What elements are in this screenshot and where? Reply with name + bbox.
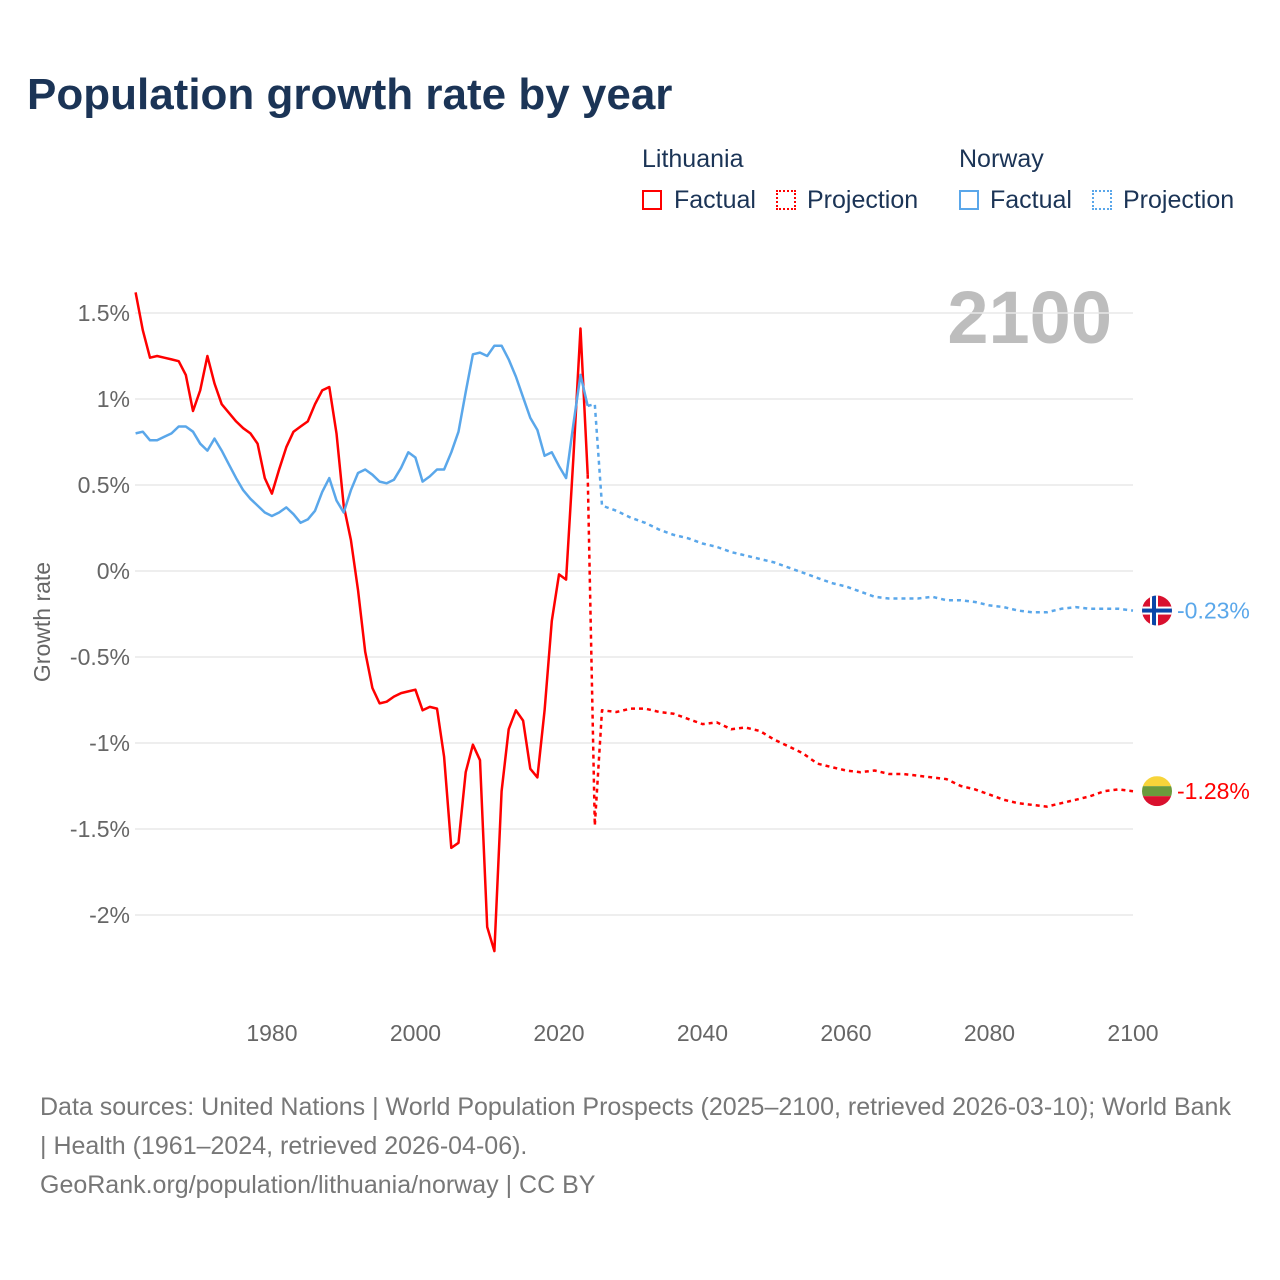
y-tick-label: 1% (97, 386, 130, 412)
flag-icon-lithuania (1142, 776, 1172, 807)
x-tick-label: 2080 (964, 1020, 1015, 1046)
y-tick-label: 0% (97, 558, 130, 584)
x-tick-label: 1980 (246, 1020, 297, 1046)
y-tick-label: -2% (89, 902, 130, 928)
legend-norway-projection[interactable]: Projection (1123, 186, 1235, 214)
x-tick-label: 2020 (533, 1020, 584, 1046)
y-axis-label: Growth rate (29, 562, 55, 682)
x-tick-label: 2040 (677, 1020, 728, 1046)
legend-group-norway: Norway (959, 145, 1044, 173)
legend-norway-factual[interactable]: Factual (990, 186, 1072, 214)
legend-swatch-lithuania-factual (642, 190, 662, 210)
x-tick-label: 2100 (1107, 1020, 1158, 1046)
footer: Data sources: United Nations | World Pop… (40, 1088, 1240, 1205)
y-tick-label: -1.5% (70, 816, 130, 842)
y-tick-label: 1.5% (78, 300, 130, 326)
end-value-label-lithuania: -1.28% (1177, 778, 1250, 804)
legend-lithuania-factual[interactable]: Factual (674, 186, 756, 214)
end-value-label-norway: -0.23% (1177, 598, 1250, 624)
attribution-link[interactable]: GeoRank.org/population/lithuania/norway … (40, 1171, 596, 1199)
series-line-norway-factual (135, 344, 589, 525)
chart-title: Population growth rate by year (27, 70, 673, 119)
year-display: 2100 (947, 276, 1112, 359)
legend-swatch-norway-factual (959, 190, 979, 210)
flag-icon-norway (1142, 595, 1172, 626)
series-line-norway-projection (587, 402, 1134, 614)
series-line-lithuania-projection (586, 474, 1134, 827)
legend-lithuania-projection[interactable]: Projection (807, 186, 919, 214)
y-tick-label: -1% (89, 730, 130, 756)
legend-group-lithuania: Lithuania (642, 145, 744, 173)
series-line-lithuania-factual (134, 292, 589, 953)
x-tick-label: 2000 (390, 1020, 441, 1046)
x-tick-label: 2060 (820, 1020, 871, 1046)
y-tick-label: 0.5% (78, 472, 130, 498)
legend-swatch-lithuania-projection (776, 190, 796, 210)
y-tick-label: -0.5% (70, 644, 130, 670)
data-sources: Data sources: United Nations | World Pop… (40, 1093, 1231, 1160)
legend-swatch-norway-projection (1092, 190, 1112, 210)
